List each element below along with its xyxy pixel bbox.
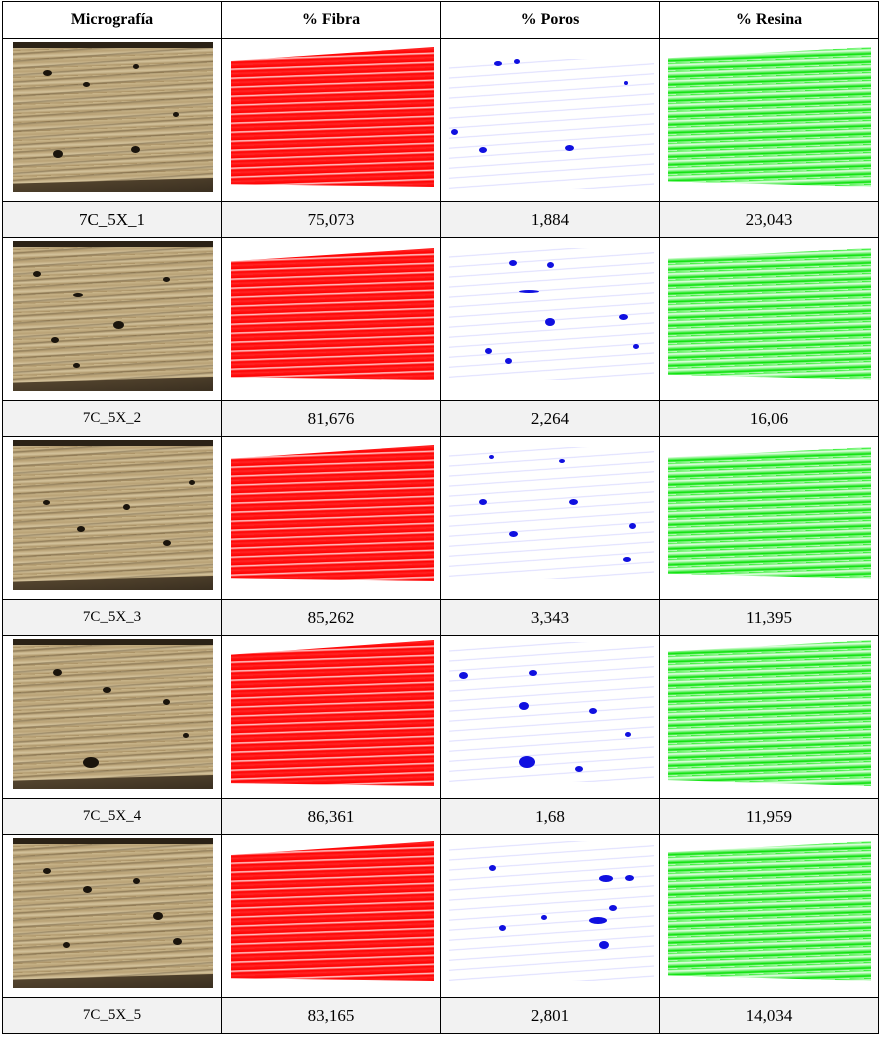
poros-value: 1,884 — [440, 201, 660, 238]
poros-value: 1,68 — [440, 798, 660, 835]
resina-value: 16,06 — [659, 400, 879, 437]
resina-map-cell — [659, 635, 879, 799]
resina-map-cell — [659, 237, 879, 401]
micrograph-image — [13, 440, 213, 590]
resina-value: 11,959 — [659, 798, 879, 835]
sample-label: 7C_5X_5 — [2, 997, 222, 1034]
image-row — [2, 436, 879, 600]
header-poros: % Poros — [440, 1, 660, 39]
fibra-value: 85,262 — [221, 599, 441, 636]
poros-value: 2,264 — [440, 400, 660, 437]
micrograph-cell — [2, 635, 222, 799]
resina-map-image — [668, 640, 871, 786]
image-row — [2, 635, 879, 799]
poros-map-cell — [440, 834, 660, 998]
micrograph-image — [13, 42, 213, 192]
fibra-map-cell — [221, 635, 441, 799]
resina-map-image — [668, 47, 871, 187]
fibra-map-image — [231, 445, 434, 581]
fibra-map-cell — [221, 38, 441, 202]
poros-map-image — [449, 841, 654, 981]
poros-map-image — [449, 642, 654, 782]
resina-value: 11,395 — [659, 599, 879, 636]
fibra-value: 81,676 — [221, 400, 441, 437]
resina-map-cell — [659, 436, 879, 600]
value-row: 7C_5X_1 75,073 1,884 23,043 — [2, 201, 879, 238]
resina-map-cell — [659, 834, 879, 998]
poros-map-cell — [440, 237, 660, 401]
poros-map-image — [449, 248, 654, 380]
sample-label: 7C_5X_4 — [2, 798, 222, 835]
header-fibra: % Fibra — [221, 1, 441, 39]
poros-value: 2,801 — [440, 997, 660, 1034]
micrograph-image — [13, 241, 213, 391]
fibra-value: 83,165 — [221, 997, 441, 1034]
fibra-map-cell — [221, 237, 441, 401]
value-row: 7C_5X_2 81,676 2,264 16,06 — [2, 400, 879, 437]
image-row — [2, 38, 879, 202]
image-row — [2, 834, 879, 998]
value-row: 7C_5X_5 83,165 2,801 14,034 — [2, 997, 879, 1034]
poros-map-cell — [440, 38, 660, 202]
poros-map-cell — [440, 635, 660, 799]
micrograph-cell — [2, 237, 222, 401]
micrograph-image — [13, 639, 213, 789]
sample-label: 7C_5X_2 — [2, 400, 222, 437]
header-resina: % Resina — [659, 1, 879, 39]
fibra-map-image — [231, 841, 434, 981]
resina-value: 23,043 — [659, 201, 879, 238]
resina-value: 14,034 — [659, 997, 879, 1034]
micrograph-cell — [2, 38, 222, 202]
resina-map-image — [668, 447, 871, 579]
image-row — [2, 237, 879, 401]
fibra-map-cell — [221, 436, 441, 600]
header-micrografia: Micrografía — [2, 1, 222, 39]
resina-map-image — [668, 248, 871, 380]
resina-map-image — [668, 841, 871, 981]
micrograph-cell — [2, 436, 222, 600]
fibra-map-image — [231, 640, 434, 786]
fibra-map-image — [231, 47, 434, 187]
resina-map-cell — [659, 38, 879, 202]
poros-map-image — [449, 59, 654, 189]
fibra-value: 86,361 — [221, 798, 441, 835]
value-row: 7C_5X_3 85,262 3,343 11,395 — [2, 599, 879, 636]
poros-value: 3,343 — [440, 599, 660, 636]
fibra-map-image — [231, 248, 434, 380]
micrograph-cell — [2, 834, 222, 998]
poros-map-cell — [440, 436, 660, 600]
micrograph-image — [13, 838, 213, 988]
header-row: Micrografía % Fibra % Poros % Resina — [2, 1, 879, 39]
fibra-map-cell — [221, 834, 441, 998]
fibra-value: 75,073 — [221, 201, 441, 238]
sample-label: 7C_5X_1 — [2, 201, 222, 238]
poros-map-image — [449, 447, 654, 579]
value-row: 7C_5X_4 86,361 1,68 11,959 — [2, 798, 879, 835]
sample-label: 7C_5X_3 — [2, 599, 222, 636]
